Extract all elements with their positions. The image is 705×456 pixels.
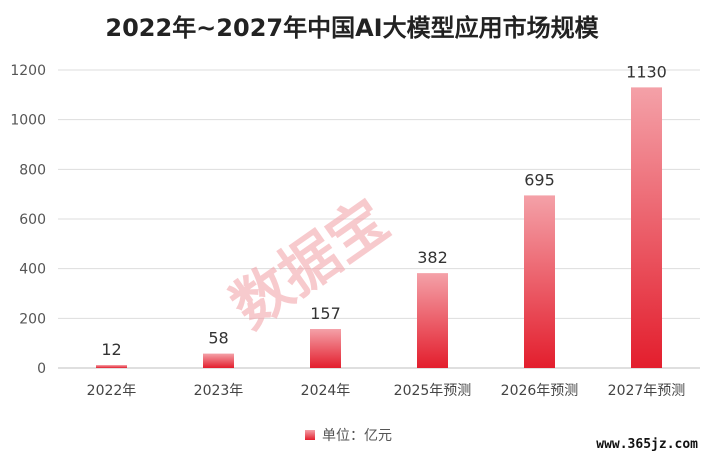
data-label: 382 (417, 248, 448, 267)
data-label: 695 (524, 170, 555, 189)
x-tick-label: 2026年预测 (501, 383, 579, 399)
legend-swatch (305, 430, 315, 440)
bar (417, 273, 448, 368)
y-tick-label: 600 (19, 212, 46, 228)
grid (58, 69, 700, 369)
chart-title: 2022年~2027年中国AI大模型应用市场规模 (105, 14, 599, 42)
y-tick-label: 800 (19, 162, 46, 178)
x-tick-label: 2025年预测 (394, 383, 472, 399)
x-axis: 2022年 2023年 2024年 2025年预测 2026年预测 2027年预测 (87, 383, 686, 399)
y-tick-label: 1000 (10, 113, 46, 129)
x-tick-label: 2024年 (301, 383, 351, 399)
legend: 单位：亿元 (305, 428, 392, 444)
x-tick-label: 2027年预测 (608, 383, 686, 399)
y-tick-label: 1200 (10, 63, 46, 79)
data-label: 157 (310, 304, 341, 323)
bar (631, 87, 662, 368)
data-label: 1130 (626, 62, 667, 81)
bar (310, 329, 341, 368)
y-tick-label: 200 (19, 311, 46, 327)
x-tick-label: 2022年 (87, 383, 137, 399)
data-label: 12 (101, 340, 121, 359)
bar (96, 365, 127, 368)
bars (96, 87, 662, 368)
bar (203, 353, 234, 368)
y-axis: 0 200 400 600 800 1000 1200 (10, 63, 46, 377)
x-tick-label: 2023年 (194, 383, 244, 399)
data-label: 58 (208, 329, 228, 348)
y-tick-label: 400 (19, 262, 46, 278)
site-watermark: www.365jz.com (596, 437, 698, 452)
legend-label: 单位：亿元 (322, 428, 392, 444)
y-tick-label: 0 (37, 361, 46, 377)
data-labels: 12 58 157 382 695 1130 (101, 62, 667, 359)
bar (524, 195, 555, 368)
